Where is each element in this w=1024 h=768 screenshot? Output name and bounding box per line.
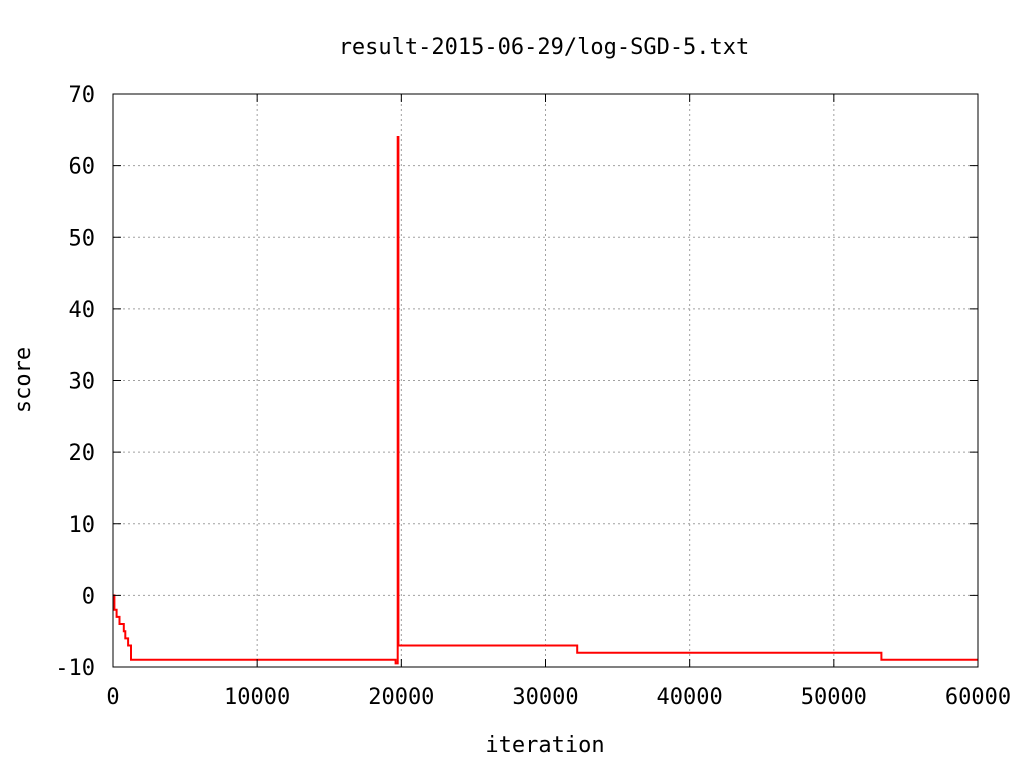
- series-line: [113, 136, 978, 665]
- y-tick-label: 60: [69, 155, 96, 180]
- x-tick-label: 20000: [368, 685, 434, 710]
- x-axis-label: iteration: [485, 733, 604, 758]
- grid: [113, 94, 978, 667]
- y-tick-label: 50: [69, 226, 96, 251]
- x-tick-label: 30000: [512, 685, 578, 710]
- y-tick-label: 10: [69, 513, 96, 538]
- x-tick-label: 10000: [224, 685, 290, 710]
- y-tick-label: 70: [69, 83, 96, 108]
- chart-title: result-2015-06-29/log-SGD-5.txt: [339, 35, 750, 60]
- y-tick-label: 0: [82, 584, 95, 609]
- series-layer: [113, 136, 978, 665]
- y-tick-label: 30: [69, 370, 96, 395]
- y-tick-label: -10: [55, 656, 95, 681]
- y-axis-label: score: [11, 347, 36, 413]
- x-tick-label: 60000: [945, 685, 1011, 710]
- x-tick-label: 40000: [657, 685, 723, 710]
- y-tick-label: 20: [69, 441, 96, 466]
- x-tick-label: 50000: [801, 685, 867, 710]
- ticks: 0 10000 20000 30000 40000 50000 60000 -10 0 10 20 3…: [55, 83, 1011, 710]
- x-tick-label: 0: [106, 685, 119, 710]
- y-tick-label: 40: [69, 298, 96, 323]
